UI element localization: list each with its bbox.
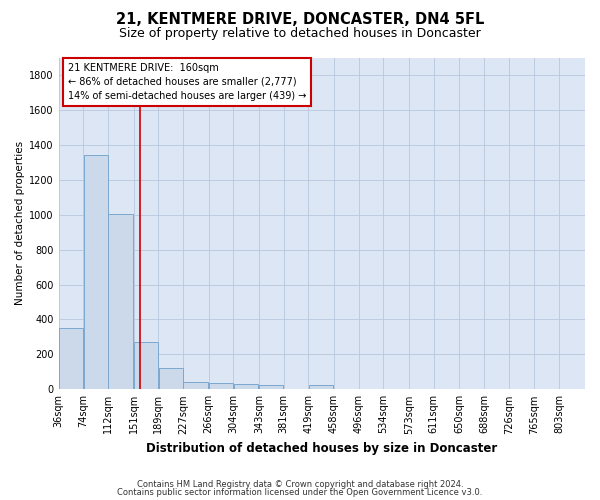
Text: Contains public sector information licensed under the Open Government Licence v3: Contains public sector information licen… <box>118 488 482 497</box>
Bar <box>134 342 158 390</box>
Bar <box>259 386 283 390</box>
Text: 21 KENTMERE DRIVE:  160sqm
← 86% of detached houses are smaller (2,777)
14% of s: 21 KENTMERE DRIVE: 160sqm ← 86% of detac… <box>68 62 306 100</box>
Bar <box>184 382 208 390</box>
Bar <box>158 368 183 390</box>
Y-axis label: Number of detached properties: Number of detached properties <box>15 142 25 306</box>
Text: Size of property relative to detached houses in Doncaster: Size of property relative to detached ho… <box>119 28 481 40</box>
Bar <box>209 382 233 390</box>
Bar <box>309 385 333 390</box>
Text: Contains HM Land Registry data © Crown copyright and database right 2024.: Contains HM Land Registry data © Crown c… <box>137 480 463 489</box>
Bar <box>109 214 133 390</box>
Text: 21, KENTMERE DRIVE, DONCASTER, DN4 5FL: 21, KENTMERE DRIVE, DONCASTER, DN4 5FL <box>116 12 484 28</box>
X-axis label: Distribution of detached houses by size in Doncaster: Distribution of detached houses by size … <box>146 442 497 455</box>
Bar <box>59 328 83 390</box>
Bar <box>233 384 258 390</box>
Bar <box>83 156 108 390</box>
